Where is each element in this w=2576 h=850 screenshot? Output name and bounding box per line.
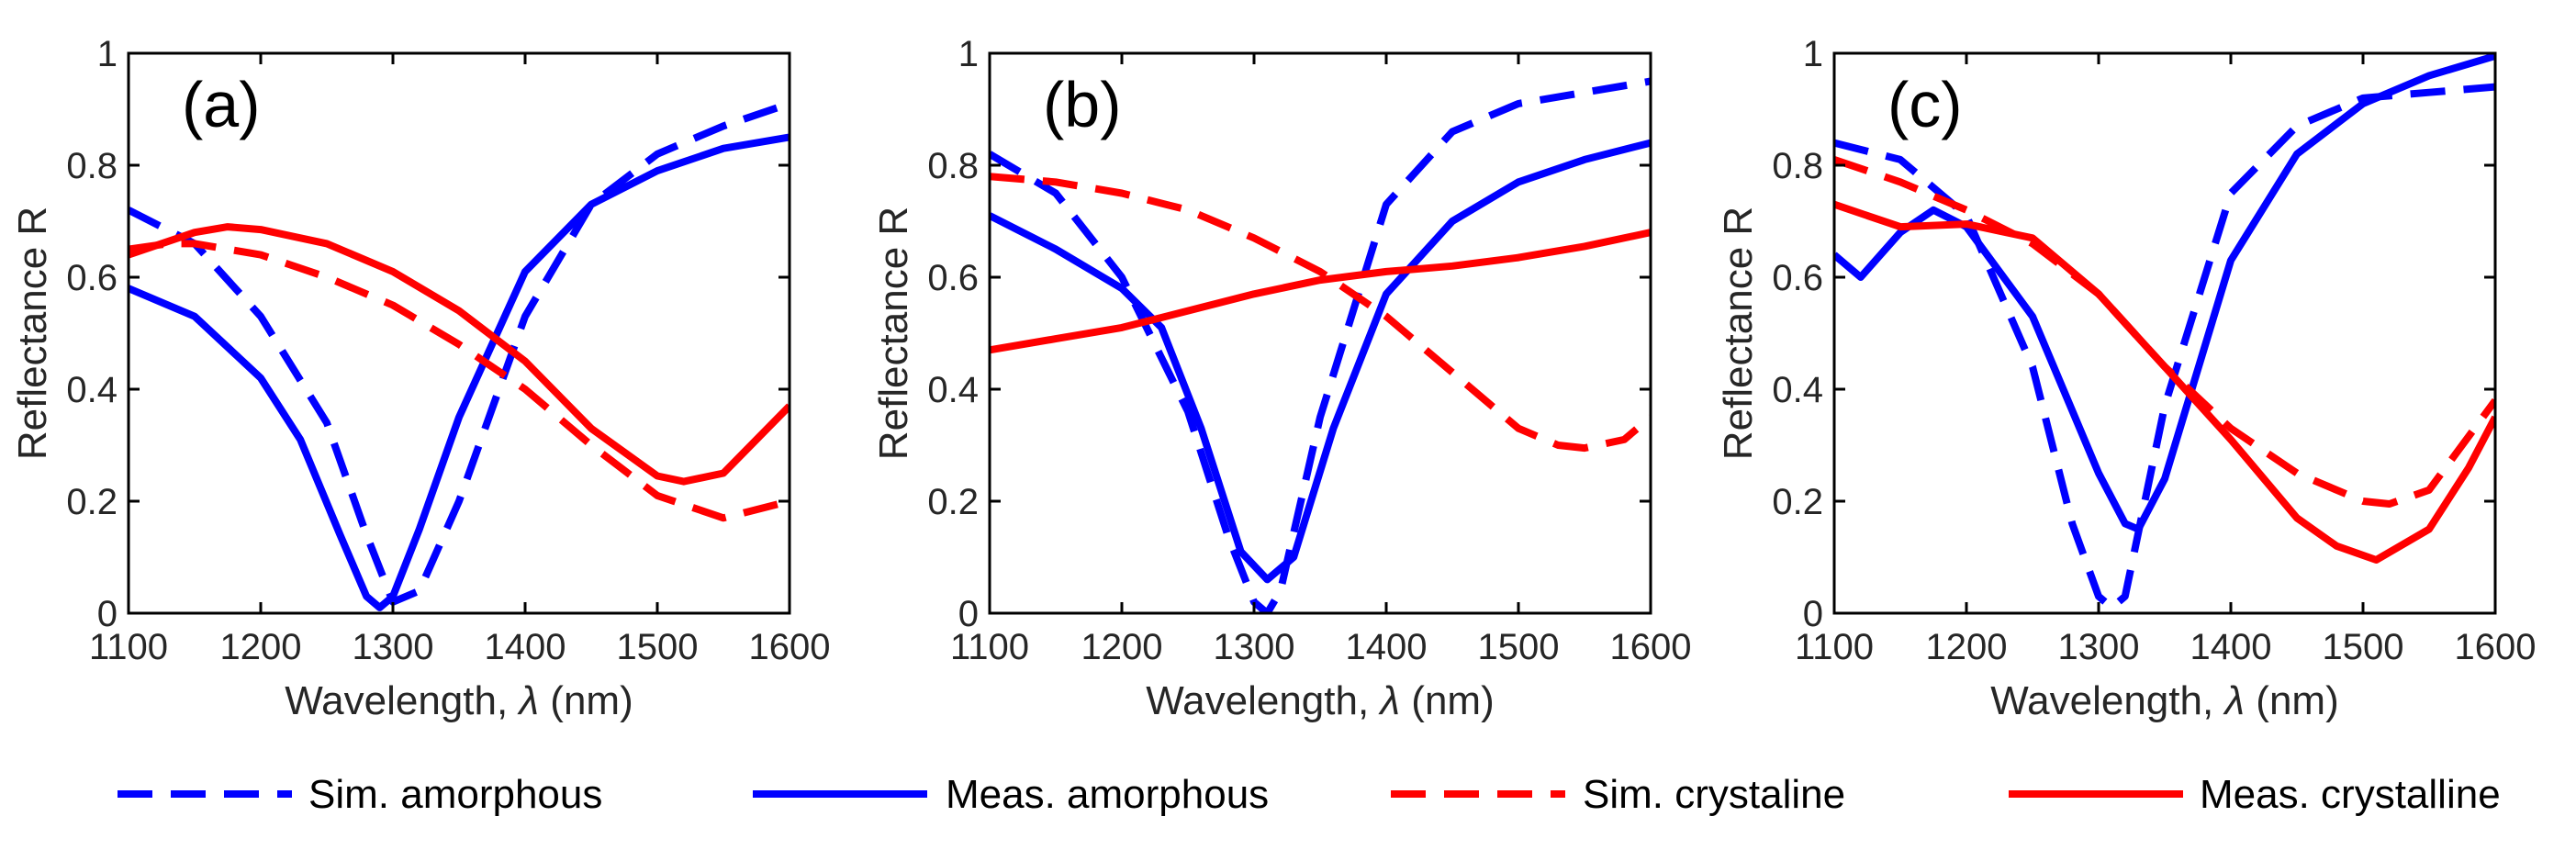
plot-frame	[988, 51, 1652, 615]
panel-label: (c)	[1887, 69, 1963, 140]
y-tick-label: 0	[1803, 594, 1823, 634]
series-line-meas-crystalline	[129, 223, 790, 486]
x-tick-label: 1100	[1795, 627, 1874, 667]
panels: 1100 1200 1300 1400 1500 160000.20.40.60.81Wa…	[10, 34, 2536, 723]
series-line-sim-crystaline	[990, 173, 1651, 453]
legend-item: Meas. amorphous	[753, 772, 1269, 817]
x-tick-label: 1500	[1478, 627, 1560, 667]
panel-a: 1100 1200 1300 1400 1500 1600 0 0.2 0.4 0.6 0.8 1 Wa…	[10, 34, 830, 723]
series-line-meas-amorphous	[990, 139, 1651, 584]
y-tick-label: 1	[1803, 34, 1823, 74]
legend-label: Sim. crystaline	[1583, 772, 1845, 817]
x-axis-label-prefix: Wavelength,	[1146, 678, 1380, 723]
y-tick-label: 0.6	[66, 258, 118, 298]
legend-item: Sim. amorphous	[118, 772, 602, 817]
y-tick-label: 0.2	[927, 482, 979, 522]
x-tick-label: 1300	[353, 627, 434, 667]
y-tick-label: 1	[958, 34, 979, 74]
y-axis-label: Reflectance R	[1716, 207, 1761, 460]
legend-item: Sim. crystaline	[1391, 772, 1845, 817]
x-tick-label: 1600	[749, 627, 831, 667]
y-tick-label: 0.2	[1772, 482, 1823, 522]
legend-label: Meas. crystalline	[2200, 772, 2501, 817]
legend-label: Meas. amorphous	[946, 772, 1269, 817]
series-line-sim-crystaline	[129, 240, 790, 522]
series-line-meas-crystalline	[1834, 200, 2495, 564]
x-tick-label: 1600	[2455, 627, 2537, 667]
plot-frame	[127, 51, 791, 615]
y-tick-label: 0.6	[1772, 258, 1823, 298]
x-tick-label: 1200	[220, 627, 302, 667]
series-group	[129, 100, 790, 611]
y-tick-label: 0	[97, 594, 118, 634]
x-axis-label-symbol: λ	[1378, 678, 1400, 723]
y-tick-label: 0.4	[66, 370, 118, 410]
x-tick-label: 1100	[89, 627, 168, 667]
x-tick-label: 1100	[950, 627, 1029, 667]
x-tick-label: 1300	[2058, 627, 2140, 667]
panel-b: 1100 1200 1300 1400 1500 1600 0 0.2 0.4 0.6 0.8 1 Wa…	[871, 34, 1691, 723]
series-line-sim-amorphous	[129, 100, 790, 606]
y-tick-label: 0.8	[927, 146, 979, 186]
x-axis-label: Wavelength, λ (nm)	[1990, 678, 2338, 723]
x-tick-label: 1300	[1214, 627, 1295, 667]
y-axis-label: Reflectance R	[10, 207, 55, 460]
y-tick-label: 0	[958, 594, 979, 634]
x-tick-label: 1400	[485, 627, 566, 667]
x-axis-label: Wavelength, λ (nm)	[1146, 678, 1494, 723]
x-tick-label: 1400	[1346, 627, 1428, 667]
x-axis-label-suffix: (nm)	[539, 678, 633, 723]
y-tick-label: 0.2	[66, 482, 118, 522]
series-line-sim-amorphous	[990, 77, 1651, 613]
series-group	[1834, 53, 2495, 611]
legend-label: Sim. amorphous	[308, 772, 602, 817]
series-line-sim-crystaline	[1834, 156, 2495, 508]
x-axis-label-prefix: Wavelength,	[1990, 678, 2224, 723]
panel-label: (a)	[182, 69, 261, 140]
x-tick-label: 1400	[2190, 627, 2272, 667]
series-group	[990, 77, 1651, 613]
x-axis-label-symbol: λ	[517, 678, 539, 723]
y-tick-label: 1	[97, 34, 118, 74]
x-tick-label: 1200	[1926, 627, 2008, 667]
x-tick-label: 1500	[617, 627, 699, 667]
legend: Sim. amorphous Meas. amorphous Sim. crysta…	[118, 772, 2501, 817]
y-tick-label: 0.6	[927, 258, 979, 298]
legend-item: Meas. crystalline	[2009, 772, 2501, 817]
y-tick-label: 0.8	[1772, 146, 1823, 186]
series-line-meas-amorphous	[129, 133, 790, 611]
y-tick-label: 0.4	[1772, 370, 1823, 410]
x-tick-label: 1200	[1081, 627, 1163, 667]
y-axis-label: Reflectance R	[871, 207, 916, 460]
x-tick-label: 1500	[2323, 627, 2404, 667]
x-axis-label-suffix: (nm)	[2245, 678, 2339, 723]
x-axis-label-suffix: (nm)	[1400, 678, 1495, 723]
series-line-meas-crystalline	[990, 229, 1651, 354]
x-tick-label: 1600	[1610, 627, 1692, 667]
x-axis-label-symbol: λ	[2223, 678, 2245, 723]
plot-frame	[1832, 51, 2497, 615]
panel-c: 1100 1200 1300 1400 1500 1600 0 0.2 0.4 0.6 0.8 1 Wa…	[1716, 34, 2536, 723]
y-tick-label: 0.8	[66, 146, 118, 186]
series-line-sim-amorphous	[1834, 83, 2495, 611]
y-tick-label: 0.4	[927, 370, 979, 410]
panel-label: (b)	[1043, 69, 1122, 140]
x-axis-label-prefix: Wavelength,	[285, 678, 519, 723]
x-axis-label: Wavelength, λ (nm)	[285, 678, 633, 723]
